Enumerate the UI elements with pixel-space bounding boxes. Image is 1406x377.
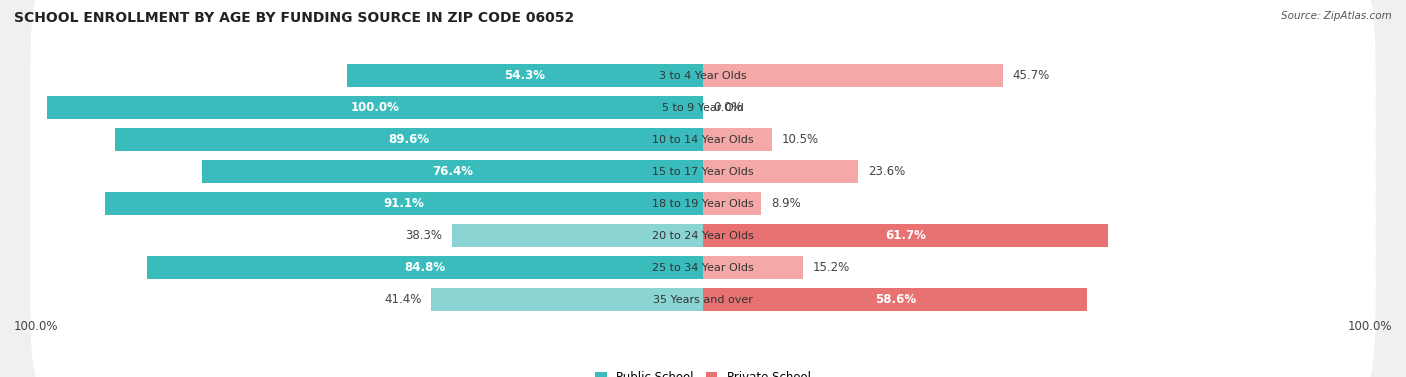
Text: 91.1%: 91.1% (384, 197, 425, 210)
Bar (201, 160, 703, 183)
Bar (703, 256, 803, 279)
Text: 20 to 24 Year Olds: 20 to 24 Year Olds (652, 231, 754, 241)
Text: 100.0%: 100.0% (1347, 320, 1392, 334)
FancyBboxPatch shape (31, 0, 1375, 169)
FancyBboxPatch shape (31, 111, 1375, 297)
Bar (703, 160, 858, 183)
Bar (703, 128, 772, 151)
Text: 58.6%: 58.6% (875, 293, 915, 306)
Bar (432, 288, 703, 311)
Text: 3 to 4 Year Olds: 3 to 4 Year Olds (659, 70, 747, 81)
Bar (146, 256, 703, 279)
Bar (347, 64, 703, 87)
FancyBboxPatch shape (31, 175, 1375, 360)
Text: 0.0%: 0.0% (713, 101, 742, 114)
Bar (46, 96, 703, 119)
Text: 41.4%: 41.4% (384, 293, 422, 306)
Text: 35 Years and over: 35 Years and over (652, 295, 754, 305)
Bar (105, 192, 703, 215)
Text: 76.4%: 76.4% (432, 165, 472, 178)
FancyBboxPatch shape (31, 47, 1375, 233)
Text: 18 to 19 Year Olds: 18 to 19 Year Olds (652, 199, 754, 209)
Bar (703, 192, 762, 215)
FancyBboxPatch shape (31, 79, 1375, 265)
Bar (703, 64, 1002, 87)
Text: 84.8%: 84.8% (405, 261, 446, 274)
Text: 61.7%: 61.7% (884, 229, 927, 242)
Bar (703, 224, 1108, 247)
Text: Source: ZipAtlas.com: Source: ZipAtlas.com (1281, 11, 1392, 21)
Bar (703, 288, 1087, 311)
Text: 54.3%: 54.3% (505, 69, 546, 82)
FancyBboxPatch shape (31, 207, 1375, 377)
Text: 23.6%: 23.6% (868, 165, 905, 178)
Text: 15.2%: 15.2% (813, 261, 849, 274)
FancyBboxPatch shape (31, 143, 1375, 329)
Text: 10 to 14 Year Olds: 10 to 14 Year Olds (652, 135, 754, 145)
Text: 89.6%: 89.6% (388, 133, 430, 146)
Text: 10.5%: 10.5% (782, 133, 818, 146)
Text: 100.0%: 100.0% (14, 320, 59, 334)
Bar (115, 128, 703, 151)
Legend: Public School, Private School: Public School, Private School (591, 366, 815, 377)
Bar (451, 224, 703, 247)
Text: 15 to 17 Year Olds: 15 to 17 Year Olds (652, 167, 754, 177)
Text: 8.9%: 8.9% (772, 197, 801, 210)
Text: 100.0%: 100.0% (350, 101, 399, 114)
Text: 5 to 9 Year Old: 5 to 9 Year Old (662, 103, 744, 113)
Text: 25 to 34 Year Olds: 25 to 34 Year Olds (652, 263, 754, 273)
Text: SCHOOL ENROLLMENT BY AGE BY FUNDING SOURCE IN ZIP CODE 06052: SCHOOL ENROLLMENT BY AGE BY FUNDING SOUR… (14, 11, 574, 25)
FancyBboxPatch shape (31, 15, 1375, 201)
Text: 45.7%: 45.7% (1012, 69, 1050, 82)
Text: 38.3%: 38.3% (405, 229, 441, 242)
